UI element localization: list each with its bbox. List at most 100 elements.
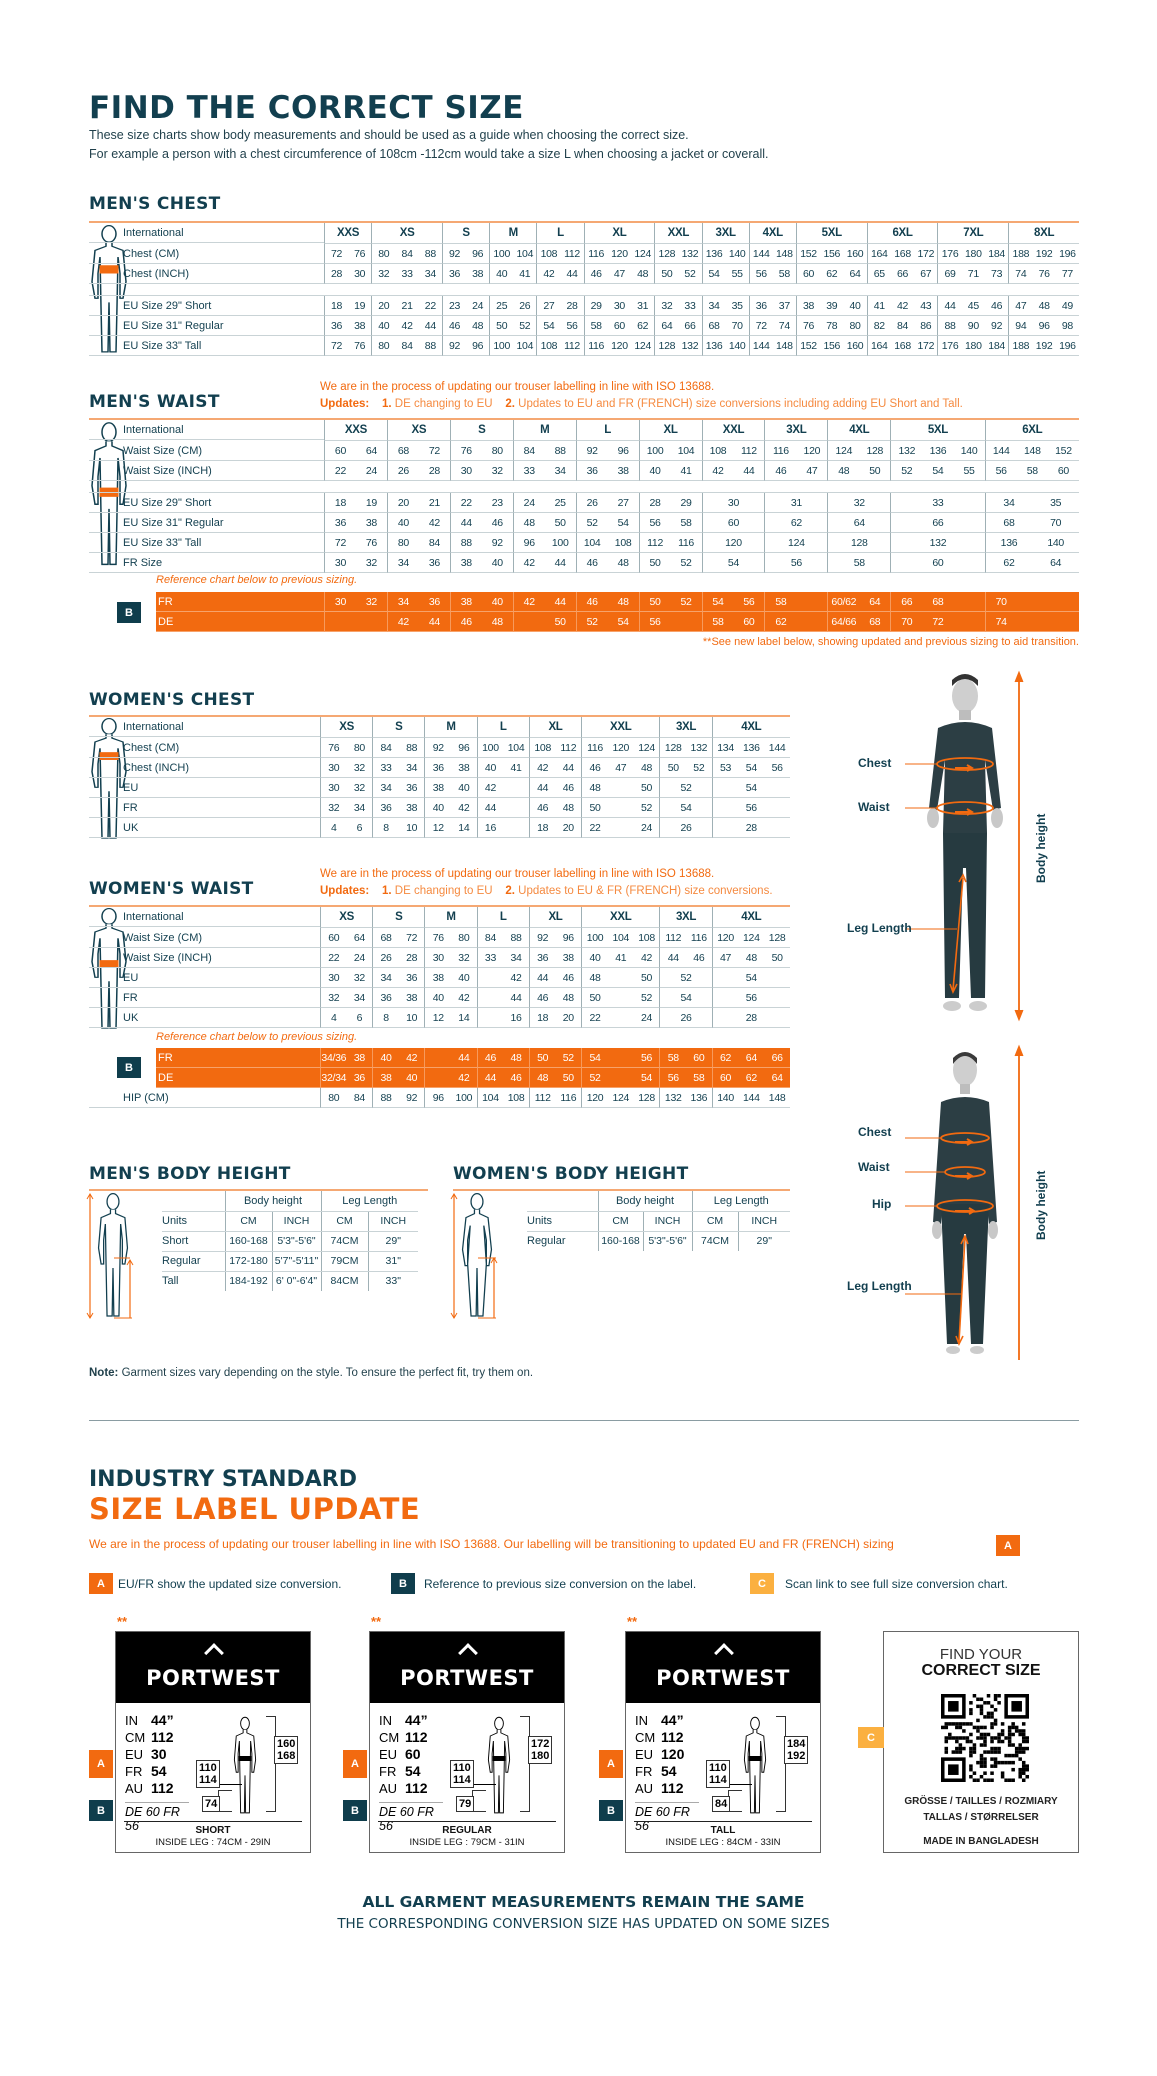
size-group-cell: 44 (476, 798, 529, 818)
size-group-cell: 176 180 184 (937, 244, 1009, 264)
value: 58 (853, 556, 865, 569)
inside-leg-text: INSIDE LEG : 79CM - 31IN (409, 1837, 525, 1848)
value: 116 (690, 931, 707, 944)
value: 84 (428, 536, 440, 549)
value: 29" (367, 1231, 418, 1252)
value: 136 (743, 741, 760, 754)
badge-a: A (599, 1750, 623, 1778)
value: 104 (516, 339, 534, 352)
portwest-chevron-icon (204, 1643, 224, 1663)
value: 46 (586, 595, 598, 608)
value: 38 (472, 267, 484, 280)
value: 40 (432, 991, 444, 1004)
value: 124 (634, 247, 651, 260)
size-group-cell: 76 78 80 (795, 316, 867, 336)
value: 28 (566, 299, 578, 312)
unit: CM (597, 1211, 643, 1232)
value: 100 (586, 931, 604, 944)
value: 18 (537, 1011, 549, 1024)
value: 140 (960, 444, 978, 457)
size-group-cell: 56 58 (638, 513, 702, 533)
value: 116 (588, 247, 605, 260)
label-rule (378, 1821, 556, 1822)
value: 98 (1061, 319, 1073, 332)
previous-size: DE 60 FR 56 (635, 1802, 699, 1833)
portwest-logo: PORTWEST (400, 1666, 534, 1690)
value: 160 (846, 339, 864, 352)
inside-leg-text: INSIDE LEG : 74CM - 29IN (155, 1837, 271, 1848)
size-group-cell: 80 84 (320, 1088, 373, 1108)
value: 92 (448, 247, 461, 260)
fit-name: REGULAR (442, 1825, 492, 1836)
value: 180 (965, 247, 982, 260)
size-group-cell: 42 44 (386, 612, 450, 632)
size-header: XS (320, 717, 373, 738)
value: 38 (406, 801, 418, 814)
value: 54 (680, 801, 692, 814)
size-group-cell: 68 72 (386, 441, 450, 461)
value: 21 (401, 299, 413, 312)
size-line: FR 54 (125, 1763, 174, 1780)
value: 58 (1026, 464, 1038, 477)
value: 44 (554, 595, 566, 608)
value: 34 (708, 299, 720, 312)
value: 156 (823, 247, 841, 260)
value: 44 (566, 267, 578, 280)
qr-code[interactable] (941, 1694, 1029, 1782)
value: 47 (806, 464, 818, 477)
industry-standard-title: INDUSTRY STANDARD (89, 1467, 357, 1492)
value: 44 (428, 615, 440, 628)
value: 84CM (320, 1271, 368, 1291)
value: 84 (380, 741, 392, 754)
value: 196 (1059, 247, 1076, 260)
portwest-chevron-icon (458, 1643, 478, 1663)
height-bracket (266, 1716, 276, 1812)
value: 36 (353, 1071, 365, 1084)
size-group-cell: 38 39 40 (795, 296, 867, 316)
value: 24 (353, 951, 365, 964)
size-group-cell: 164 168 172 (866, 336, 938, 356)
label-size-lines: IN 44” CM 112 EU 30 FR 54 AU 112 (125, 1712, 174, 1797)
value: 48 (745, 951, 757, 964)
value: 64 (849, 267, 861, 280)
value: 88 (380, 1091, 392, 1104)
value: 80 (849, 319, 861, 332)
size-group-cell: 94 96 98 (1008, 316, 1079, 336)
value: 60 (334, 444, 347, 457)
value: 34 (510, 951, 522, 964)
waist-label: Waist (858, 800, 890, 814)
size-group-cell: 76 80 (449, 441, 513, 461)
value: 40 (649, 464, 661, 477)
value: 29 (590, 299, 602, 312)
size-group-cell: 64 66 (654, 316, 702, 336)
value: 41 (519, 267, 531, 280)
value: 64 (661, 319, 673, 332)
size-group-cell: 56 58 (659, 1068, 712, 1088)
size-group-cell: 30 32 (324, 553, 387, 573)
size-value: 30 (151, 1746, 167, 1762)
value: 160-168 (224, 1231, 272, 1252)
value: 58 (667, 1051, 679, 1064)
value: 124 (638, 741, 655, 754)
size-header: 8XL (1008, 223, 1079, 244)
size-group-cell: 88 92 (372, 1088, 425, 1108)
value: 112 (564, 247, 580, 260)
size-group-cell: 60 64 (324, 441, 387, 461)
row-label: HIP (CM) (89, 1088, 320, 1108)
value: 38 (617, 464, 629, 477)
size-group-cell: 30 32 (320, 778, 373, 798)
size-header: 5XL (795, 223, 867, 244)
label-header: PORTWEST (116, 1632, 310, 1703)
value: 40 (849, 299, 861, 312)
value: 18 (334, 496, 347, 509)
value: 36 (586, 464, 598, 477)
size-group-cell: 30 (701, 493, 765, 513)
value: 144 (752, 339, 770, 352)
size-group-cell: 188 192 196 (1008, 336, 1079, 356)
hip-label: Hip (872, 1197, 892, 1211)
value: 32 (365, 556, 377, 569)
size-group-cell: 132 136 140 (890, 441, 985, 461)
divider (89, 1420, 1079, 1421)
size-line: EU 30 (125, 1746, 174, 1763)
row-label: Chest (INCH) (89, 264, 324, 284)
